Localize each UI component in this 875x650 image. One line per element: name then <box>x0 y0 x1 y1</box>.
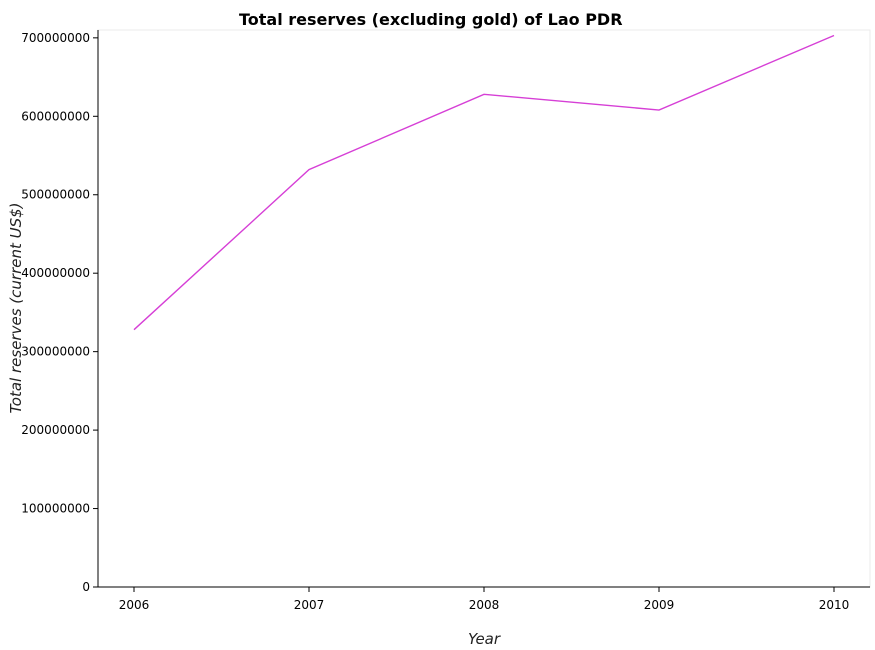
y-tick-label: 500000000 <box>21 188 90 202</box>
x-axis-label: Year <box>468 630 501 648</box>
y-tick-label: 600000000 <box>21 109 90 123</box>
chart-title: Total reserves (excluding gold) of Lao P… <box>239 10 623 29</box>
x-tick-label: 2006 <box>119 598 150 612</box>
y-axis: 0 100000000 200000000 300000000 400000000 500… <box>21 30 99 594</box>
x-ticks: 2006 2007 2008 2009 2010 <box>119 587 850 612</box>
y-axis-label: Total reserves (current US$) <box>7 202 25 413</box>
y-tick-label: 400000000 <box>21 266 90 280</box>
x-tick-label: 2008 <box>469 598 500 612</box>
y-tick-label: 100000000 <box>21 502 90 516</box>
y-tick-label: 700000000 <box>21 31 90 45</box>
x-tick-label: 2007 <box>294 598 325 612</box>
x-axis: 2006 2007 2008 2009 2010 <box>98 586 870 612</box>
x-tick-label: 2009 <box>644 598 675 612</box>
y-tick-label: 0 <box>82 580 90 594</box>
x-tick-label: 2010 <box>819 598 850 612</box>
y-ticks: 0 100000000 200000000 300000000 400000000 500… <box>21 31 98 594</box>
series-line <box>133 34 835 331</box>
y-tick-label: 300000000 <box>21 345 90 359</box>
plot-frame <box>97 29 871 588</box>
series-layer <box>133 34 835 331</box>
y-tick-label: 200000000 <box>21 423 90 437</box>
